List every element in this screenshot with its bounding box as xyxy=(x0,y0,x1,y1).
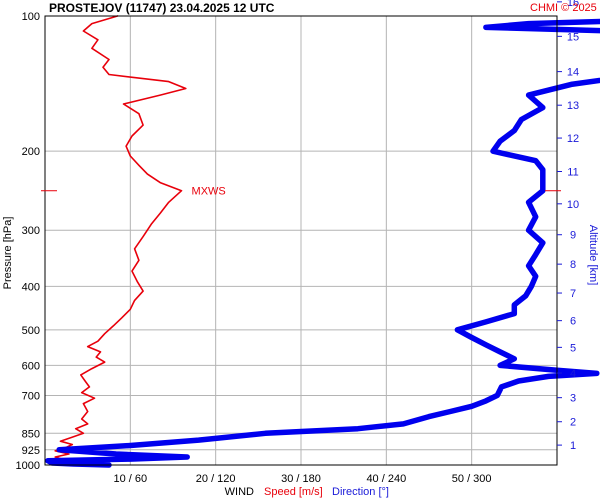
altitude-tick-label: 2 xyxy=(570,417,576,429)
pressure-tick-label: 100 xyxy=(22,11,40,23)
pressure-tick-label: 1000 xyxy=(16,460,40,472)
altitude-tick-label: 14 xyxy=(567,67,579,79)
altitude-tick-label: 7 xyxy=(570,288,576,300)
plot-series xyxy=(45,15,600,468)
pressure-tick-label: 850 xyxy=(22,428,40,440)
x-axis-label: WIND xyxy=(225,486,254,498)
altitude-tick-label: 11 xyxy=(567,167,578,179)
altitude-tick-label: 1 xyxy=(570,440,576,452)
x-axis-direction-label: Direction [°] xyxy=(332,486,389,498)
wind-tick-label: 40 / 240 xyxy=(366,473,406,485)
wind-tick-label: 10 / 60 xyxy=(114,473,148,485)
altitude-tick-label: 3 xyxy=(570,393,576,405)
pressure-tick-label: 200 xyxy=(22,146,40,158)
altitude-tick-label: 6 xyxy=(570,316,576,328)
wind-tick-label: 50 / 300 xyxy=(452,473,492,485)
credit-label: CHMI © 2025 xyxy=(530,2,597,14)
altitude-tick-label: 15 xyxy=(567,31,579,43)
wind-direction-line-1 xyxy=(45,18,600,468)
grid-lines xyxy=(45,16,557,465)
pressure-tick-label: 500 xyxy=(22,325,40,337)
chart-title: PROSTEJOV (11747) 23.04.2025 12 UTC xyxy=(49,1,275,15)
y-axis-right-label: Altitude [km] xyxy=(587,225,599,286)
altitude-tick-label: 12 xyxy=(567,133,579,145)
altitude-tick-label: 4 xyxy=(570,368,576,380)
altitude-tick-label: 5 xyxy=(570,342,576,354)
wind-speed-line xyxy=(54,15,187,466)
pressure-tick-label: 925 xyxy=(22,445,40,457)
wind-tick-label: 30 / 180 xyxy=(281,473,321,485)
altitude-tick-label: 16 xyxy=(567,0,579,9)
pressure-tick-label: 600 xyxy=(22,360,40,372)
altitude-tick-label: 13 xyxy=(567,100,579,112)
y-axis-left-label: Pressure [hPa] xyxy=(2,217,14,290)
pressure-tick-label: 300 xyxy=(22,225,40,237)
x-axis-speed-label: Speed [m/s] xyxy=(264,486,323,498)
altitude-tick-label: 8 xyxy=(570,259,576,271)
altitude-tick-label: 9 xyxy=(570,230,576,242)
axes xyxy=(41,1,562,466)
altitude-tick-label: 10 xyxy=(567,199,579,211)
pressure-tick-label: 700 xyxy=(22,390,40,402)
pressure-tick-label: 400 xyxy=(22,281,40,293)
plot-frame xyxy=(44,15,558,466)
mxws-annotation: MXWS xyxy=(192,186,226,198)
wind-tick-label: 20 / 120 xyxy=(196,473,236,485)
